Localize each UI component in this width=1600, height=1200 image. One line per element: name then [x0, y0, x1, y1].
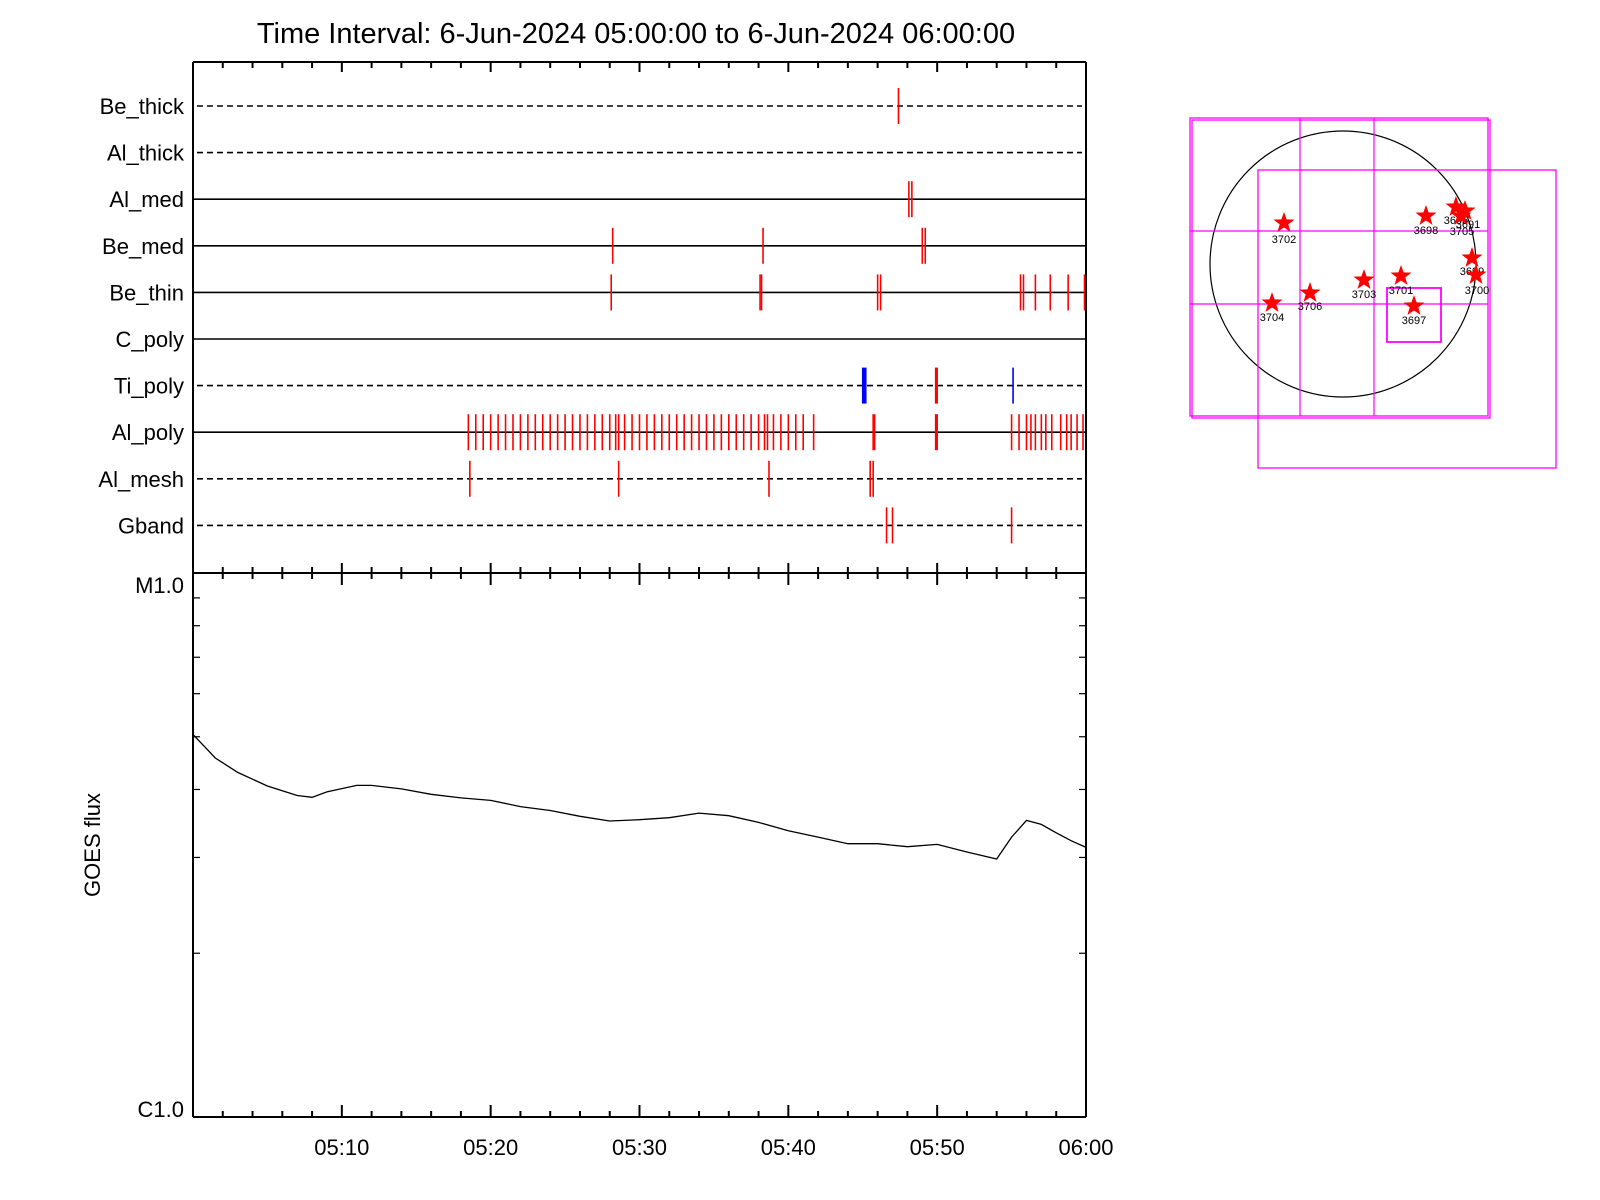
- x-tick-label: 05:50: [910, 1135, 965, 1160]
- fov-box: [1189, 117, 1489, 417]
- y-tick-label: C1.0: [138, 1097, 184, 1122]
- active-region-star: [1454, 200, 1476, 220]
- target-fov-box: [1386, 287, 1442, 343]
- active-region-star: [1299, 282, 1321, 302]
- event-timeline-panel: Be_thick Al_thick Al_med Be_med Be_thin C_pol…: [98, 61, 1087, 585]
- active-region-label: 3703: [1352, 289, 1376, 301]
- solar-disk-map: 3702369836953691370536993700370437063703…: [1189, 117, 1557, 469]
- active-region-star: [1403, 295, 1425, 315]
- x-tick-label: 05:20: [463, 1135, 518, 1160]
- row-label: Be_med: [102, 234, 184, 259]
- row-label: Gband: [118, 513, 184, 538]
- active-region-star: [1353, 269, 1375, 289]
- y-tick-label: M1.0: [135, 573, 184, 598]
- x-tick-label: 05:10: [314, 1135, 369, 1160]
- x-tick-label: 06:00: [1058, 1135, 1113, 1160]
- row-label: Ti_poly: [114, 374, 184, 399]
- fov-box: [1191, 119, 1491, 419]
- row-label: C_poly: [116, 327, 184, 352]
- active-region-star: [1261, 292, 1283, 312]
- solar-disk-outline: [1209, 130, 1477, 398]
- active-region-label: 3698: [1414, 225, 1438, 237]
- active-region-star: [1461, 247, 1483, 267]
- active-region-label: 3697: [1402, 315, 1426, 327]
- x-tick-label: 05:30: [612, 1135, 667, 1160]
- active-region-label: 3702: [1272, 234, 1296, 246]
- active-region-label: 3705: [1450, 226, 1474, 238]
- goes-flux-panel: GOES flux M1.0 C1.0: [80, 573, 1087, 1122]
- goes-flux-axis-label: GOES flux: [80, 793, 105, 897]
- goes-flux-line: [192, 733, 1087, 860]
- row-label: Al_mesh: [98, 467, 184, 492]
- active-region-label: 3704: [1260, 312, 1284, 324]
- active-region-label: 3701: [1389, 285, 1413, 297]
- active-region-star: [1450, 205, 1472, 225]
- x-tick-label: 05:40: [761, 1135, 816, 1160]
- time-axis: 05:10 05:20 05:30 05:40 05:50 06:00: [192, 1105, 1114, 1160]
- fov-box: [1257, 169, 1557, 469]
- row-label: Al_thick: [107, 141, 185, 166]
- active-region-star: [1465, 264, 1487, 284]
- active-region-label: 3691: [1456, 219, 1480, 231]
- active-region-star: [1390, 265, 1412, 285]
- active-region-label: 3706: [1298, 301, 1322, 313]
- chart-title: Time Interval: 6-Jun-2024 05:00:00 to 6-…: [257, 18, 1015, 50]
- active-region-star: [1273, 212, 1295, 232]
- active-region-label: 3700: [1465, 285, 1489, 297]
- active-region-star: [1445, 196, 1467, 216]
- row-label: Al_poly: [112, 420, 184, 445]
- row-label: Al_med: [109, 187, 184, 212]
- active-region-star: [1415, 205, 1437, 225]
- row-label: Be_thin: [109, 280, 184, 305]
- row-label: Be_thick: [100, 94, 185, 119]
